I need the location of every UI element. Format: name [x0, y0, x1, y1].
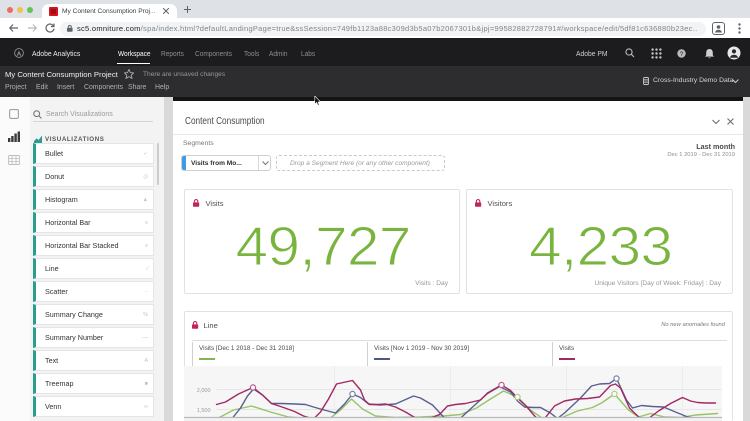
svg-text:2,000: 2,000	[196, 388, 210, 394]
svg-text:1,500: 1,500	[196, 408, 210, 414]
svg-text:?: ?	[680, 50, 684, 57]
